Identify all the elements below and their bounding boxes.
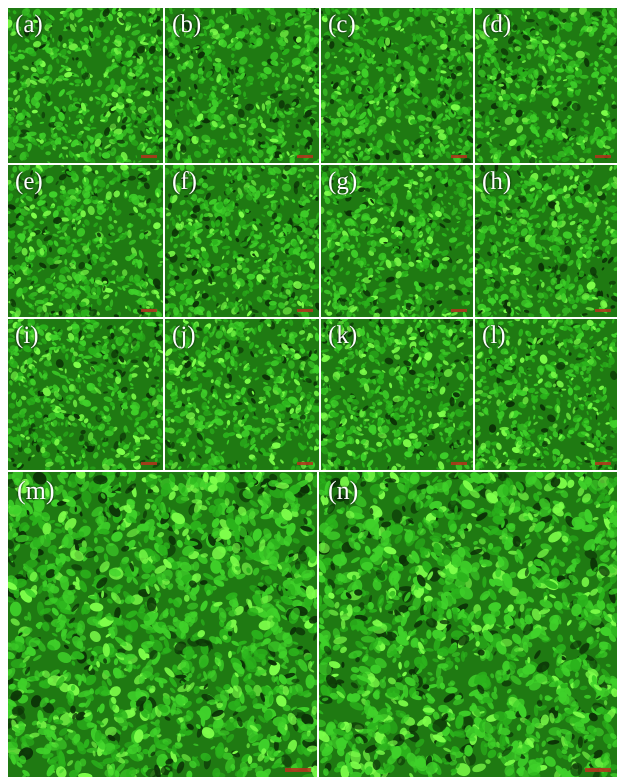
panel-label: (n) <box>328 476 359 505</box>
scale-bar <box>285 768 311 772</box>
scale-bar <box>141 309 157 312</box>
panel-e: (e) <box>8 165 163 317</box>
scale-bar <box>595 462 611 465</box>
panel-i: (i) <box>8 319 163 470</box>
scale-bar <box>451 462 467 465</box>
cell-image <box>165 319 319 470</box>
panel-m: (m) <box>8 472 317 777</box>
panel-label: (m) <box>17 476 55 505</box>
panel-label: (e) <box>15 168 43 195</box>
panel-f: (f) <box>165 165 319 317</box>
scale-bar <box>451 309 467 312</box>
cell-image <box>321 319 473 470</box>
scale-bar <box>141 155 157 158</box>
panel-label: (l) <box>482 322 506 349</box>
panel-label: (a) <box>15 11 43 38</box>
cell-image <box>321 8 473 163</box>
panel-h: (h) <box>475 165 617 317</box>
panel-label: (i) <box>15 322 39 349</box>
panel-n: (n) <box>319 472 617 777</box>
panel-j: (j) <box>165 319 319 470</box>
panel-d: (d) <box>475 8 617 163</box>
cell-image <box>165 8 319 163</box>
cell-image <box>8 8 163 163</box>
panel-label: (b) <box>172 11 202 38</box>
panel-label: (c) <box>328 11 356 38</box>
cell-image <box>8 165 163 317</box>
scale-bar <box>595 155 611 158</box>
cell-image <box>165 165 319 317</box>
cell-image <box>8 472 317 777</box>
panel-c: (c) <box>321 8 473 163</box>
scale-bar <box>585 768 611 772</box>
panel-label: (g) <box>328 168 358 195</box>
panel-label: (h) <box>482 168 512 195</box>
scale-bar <box>141 462 157 465</box>
panel-label: (k) <box>328 322 358 349</box>
cell-image <box>475 8 617 163</box>
cell-image <box>321 165 473 317</box>
panel-k: (k) <box>321 319 473 470</box>
panel-a: (a) <box>8 8 163 163</box>
scale-bar <box>297 462 313 465</box>
panel-label: (d) <box>482 11 512 38</box>
scale-bar <box>297 155 313 158</box>
cell-image <box>319 472 617 777</box>
panel-label: (f) <box>172 168 197 195</box>
scale-bar <box>297 309 313 312</box>
scale-bar <box>451 155 467 158</box>
panel-l: (l) <box>475 319 617 470</box>
scale-bar <box>595 309 611 312</box>
panel-b: (b) <box>165 8 319 163</box>
cell-image <box>8 319 163 470</box>
panel-g: (g) <box>321 165 473 317</box>
cell-image <box>475 165 617 317</box>
panel-label: (j) <box>172 322 196 349</box>
cell-image <box>475 319 617 470</box>
